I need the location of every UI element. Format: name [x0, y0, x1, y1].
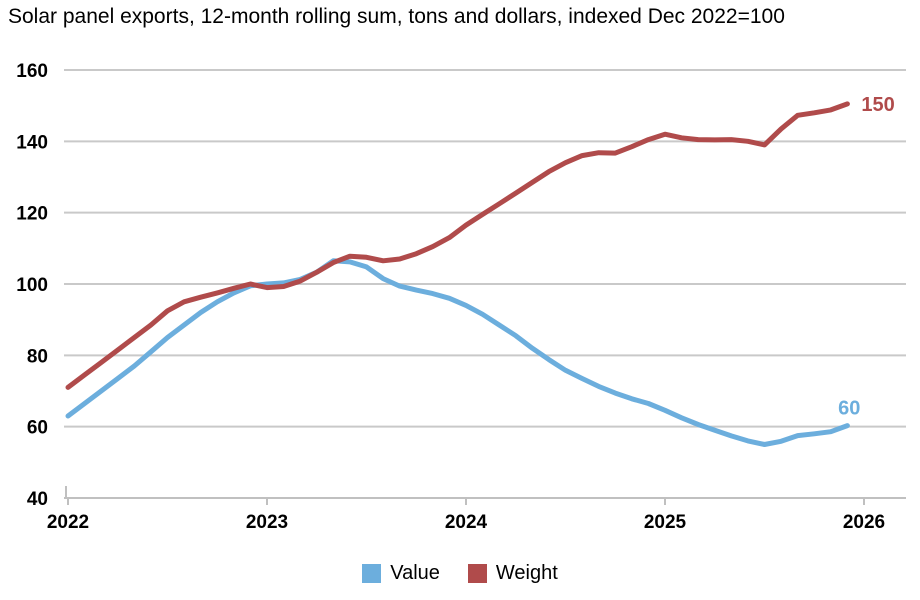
- y-tick-label: 100: [16, 275, 48, 296]
- y-tick-label: 60: [27, 418, 48, 439]
- value-series-swatch: [362, 564, 382, 583]
- y-tick-label: 140: [16, 132, 48, 153]
- value-end-label: 60: [838, 398, 860, 420]
- x-tick-label: 2023: [246, 512, 288, 533]
- series-line-value: [65, 258, 850, 447]
- y-tick-label: 120: [16, 204, 48, 225]
- legend-item-value: Value: [362, 562, 440, 585]
- y-tick-label: 40: [27, 489, 48, 510]
- chart-title: Solar panel exports, 12-month rolling su…: [8, 5, 785, 28]
- x-tick-label: 2024: [445, 512, 488, 533]
- legend: Value Weight: [0, 562, 920, 585]
- x-tick-label: 2025: [644, 512, 687, 533]
- weight-legend-label: Weight: [495, 562, 558, 584]
- y-tick-label: 160: [16, 61, 48, 82]
- value-legend-label: Value: [390, 562, 440, 584]
- weight-series-swatch: [467, 564, 487, 583]
- weight-end-label: 150: [861, 94, 894, 116]
- series-line-weight: [65, 101, 850, 390]
- x-tick-label: 2026: [843, 512, 885, 533]
- y-tick-label: 80: [27, 346, 48, 367]
- x-tick-label: 2022: [47, 512, 89, 533]
- legend-item-weight: Weight: [467, 562, 558, 585]
